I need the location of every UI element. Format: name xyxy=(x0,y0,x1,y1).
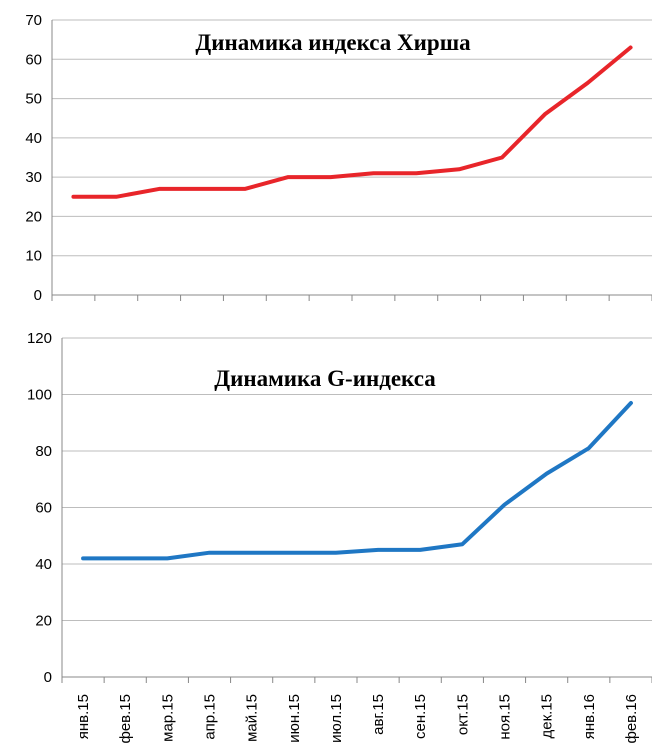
x-tick-label: мар.15 xyxy=(159,694,176,742)
y-tick-label: 80 xyxy=(35,443,52,460)
line-series xyxy=(81,400,633,561)
x-tick-label: янв.15 xyxy=(75,694,92,739)
x-tick-label: окт.15 xyxy=(454,694,471,735)
chart-title: Динамика индекса Хирша xyxy=(195,30,471,55)
x-tick-label: апр.15 xyxy=(202,694,219,740)
x-tick-label: июн.15 xyxy=(286,694,303,743)
y-tick-label: 70 xyxy=(25,12,42,29)
y-tick-label: 60 xyxy=(25,51,42,68)
line-series xyxy=(71,45,633,199)
y-tick-label: 40 xyxy=(35,556,52,573)
x-tick-label: фев.16 xyxy=(623,694,640,744)
x-tick-label: янв.16 xyxy=(581,694,598,739)
y-tick-label: 40 xyxy=(25,130,42,147)
y-tick-label: 60 xyxy=(35,500,52,517)
y-tick-label: 10 xyxy=(25,248,42,265)
x-tick-label: дек.15 xyxy=(539,694,556,739)
y-tick-label: 0 xyxy=(44,669,52,686)
x-tick-label: ноя.15 xyxy=(497,694,514,740)
y-tick-label: 100 xyxy=(27,387,52,404)
x-tick-label: фев.15 xyxy=(117,694,134,744)
y-tick-label: 50 xyxy=(25,91,42,108)
x-tick-label: авг.15 xyxy=(370,694,387,735)
y-tick-label: 120 xyxy=(27,330,52,347)
y-tick-label: 30 xyxy=(25,169,42,186)
chart-title: Динамика G-индекса xyxy=(214,366,436,391)
y-tick-label: 20 xyxy=(35,613,52,630)
x-tick-label: сен.15 xyxy=(412,694,429,739)
x-tick-label: июл.15 xyxy=(328,694,345,743)
y-tick-label: 0 xyxy=(34,287,42,304)
x-tick-label: май.15 xyxy=(244,694,261,742)
y-tick-label: 20 xyxy=(25,208,42,225)
